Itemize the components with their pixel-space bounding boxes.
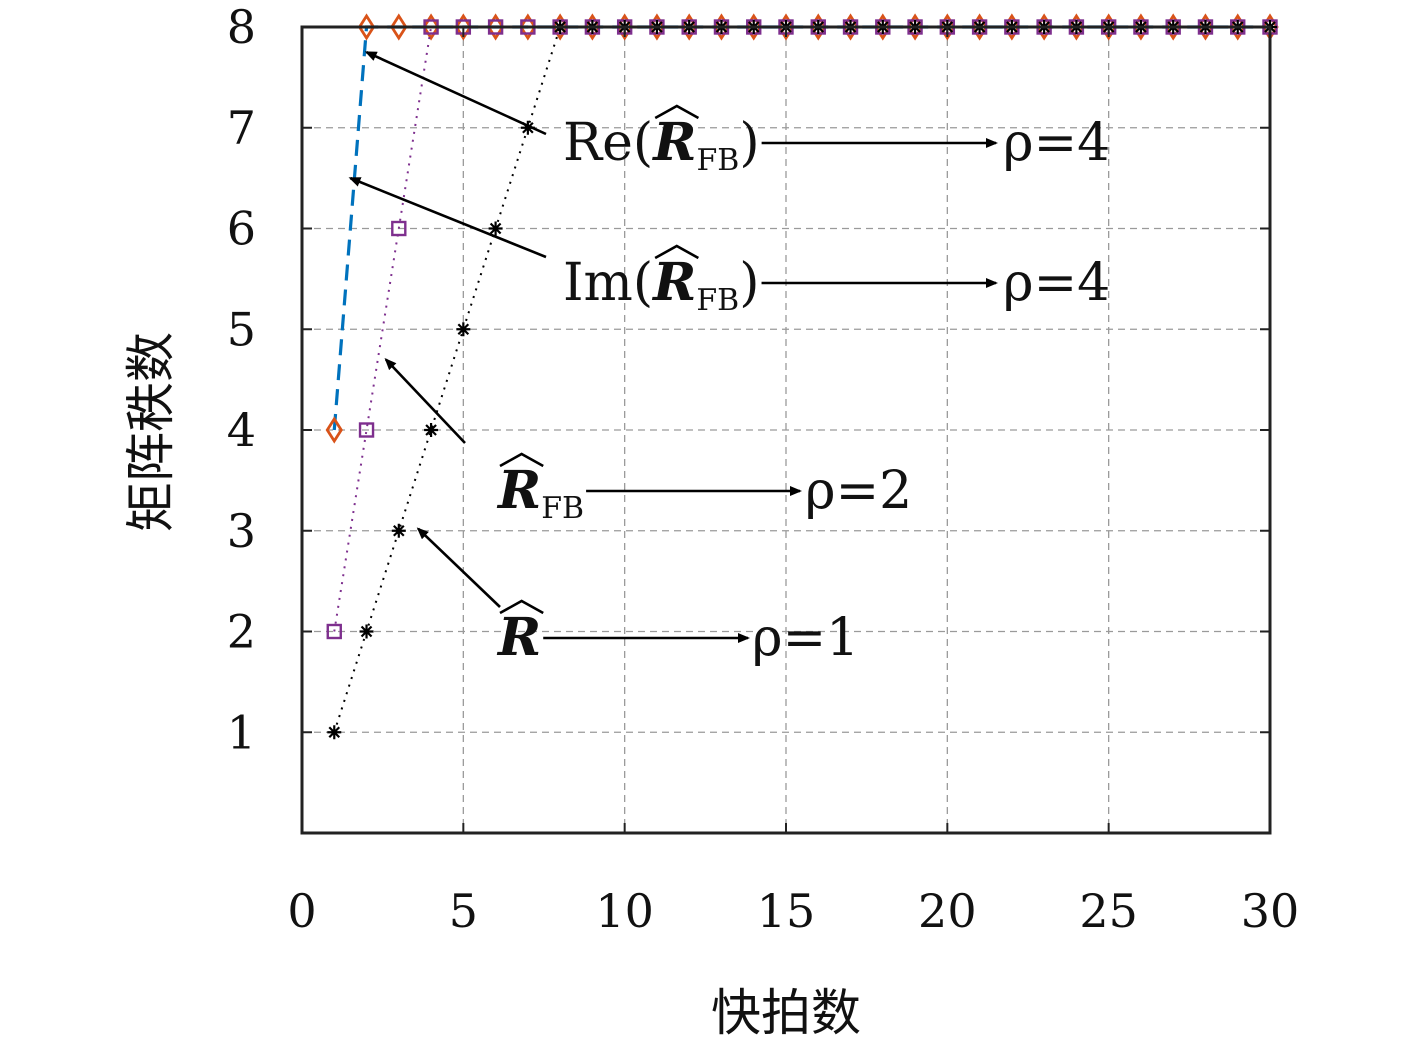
x-tick-label: 30 [1241, 884, 1300, 938]
x-tick-label: 0 [287, 884, 316, 938]
axes: 0 5 10 15 20 25 30 1 2 3 4 5 6 7 8 [227, 0, 1300, 938]
data-point-im [357, 13, 376, 41]
annotation-im: Im(RFB) ρ=4 [348, 176, 1110, 318]
annotation-prefix: Re( [563, 113, 653, 173]
pointer-arrow [348, 176, 547, 259]
annotation-label: RFB [496, 460, 584, 526]
data-point-im [422, 13, 440, 41]
annotation-subscript: FB [541, 491, 584, 526]
annotation-subscript: FB [696, 283, 739, 318]
x-tick-label: 15 [757, 884, 816, 938]
y-tick-label: 2 [227, 605, 256, 659]
data-point-fb [358, 422, 375, 438]
grid [302, 27, 1270, 833]
hat-accent [499, 452, 544, 468]
rho-label: ρ=1 [752, 608, 859, 668]
hat-accent [654, 104, 700, 120]
y-axis-label: 矩阵秩数 [122, 332, 180, 532]
y-tick-label: 6 [227, 202, 256, 256]
pointer-arrow [416, 527, 501, 608]
annotation-symbol: R [496, 607, 541, 668]
annotation-fb: RFB ρ=2 [384, 358, 912, 526]
annotation-symbol: R [496, 460, 541, 521]
y-tick-label: 4 [227, 403, 256, 457]
annotation-suffix: ) [739, 113, 759, 173]
annotation-label: Im(RFB) [563, 252, 760, 318]
data-point-im [486, 13, 505, 41]
data-point-im [519, 13, 537, 41]
y-tick-label: 7 [227, 101, 256, 155]
data-point-fb [391, 220, 407, 237]
hat-accent [654, 244, 699, 260]
pointer-arrow [384, 358, 466, 444]
data-point-r [488, 221, 503, 236]
y-tick-label: 1 [227, 705, 256, 759]
data-point-r [391, 523, 406, 538]
annotation-label: R [496, 607, 541, 668]
data-point-fb [326, 623, 342, 640]
annotation-re: Re(RFB) ρ=4 [364, 51, 1110, 178]
annotation-prefix: Im( [563, 253, 653, 313]
x-tick-label: 20 [918, 884, 977, 938]
data-point-r [520, 120, 535, 135]
data-point-r [424, 423, 439, 437]
rho-label: ρ=4 [1003, 113, 1110, 173]
data-point-r [456, 322, 471, 337]
hat-accent [499, 599, 544, 615]
y-tick-label: 5 [227, 302, 256, 356]
x-tick-label: 25 [1079, 884, 1138, 938]
x-axis-label: 快拍数 [711, 984, 861, 1042]
annotation-label: Re(RFB) [563, 112, 760, 178]
x-tick-label: 5 [449, 884, 478, 938]
data-point-im [325, 416, 343, 444]
data-point-r [359, 624, 374, 639]
data-point-im [390, 13, 408, 41]
annotation-symbol: R [651, 112, 696, 173]
data-point-r [327, 725, 342, 740]
rho-label: ρ=4 [1003, 253, 1110, 313]
annotation-subscript: FB [696, 143, 739, 178]
y-tick-label: 8 [227, 0, 256, 54]
y-tick-label: 3 [227, 504, 256, 558]
x-tick-label: 10 [595, 884, 654, 938]
pointer-arrow [364, 51, 547, 136]
rho-label: ρ=2 [805, 461, 912, 521]
annotation-suffix: ) [739, 253, 759, 313]
data-point-im [454, 13, 472, 41]
annotation-symbol: R [651, 252, 696, 313]
